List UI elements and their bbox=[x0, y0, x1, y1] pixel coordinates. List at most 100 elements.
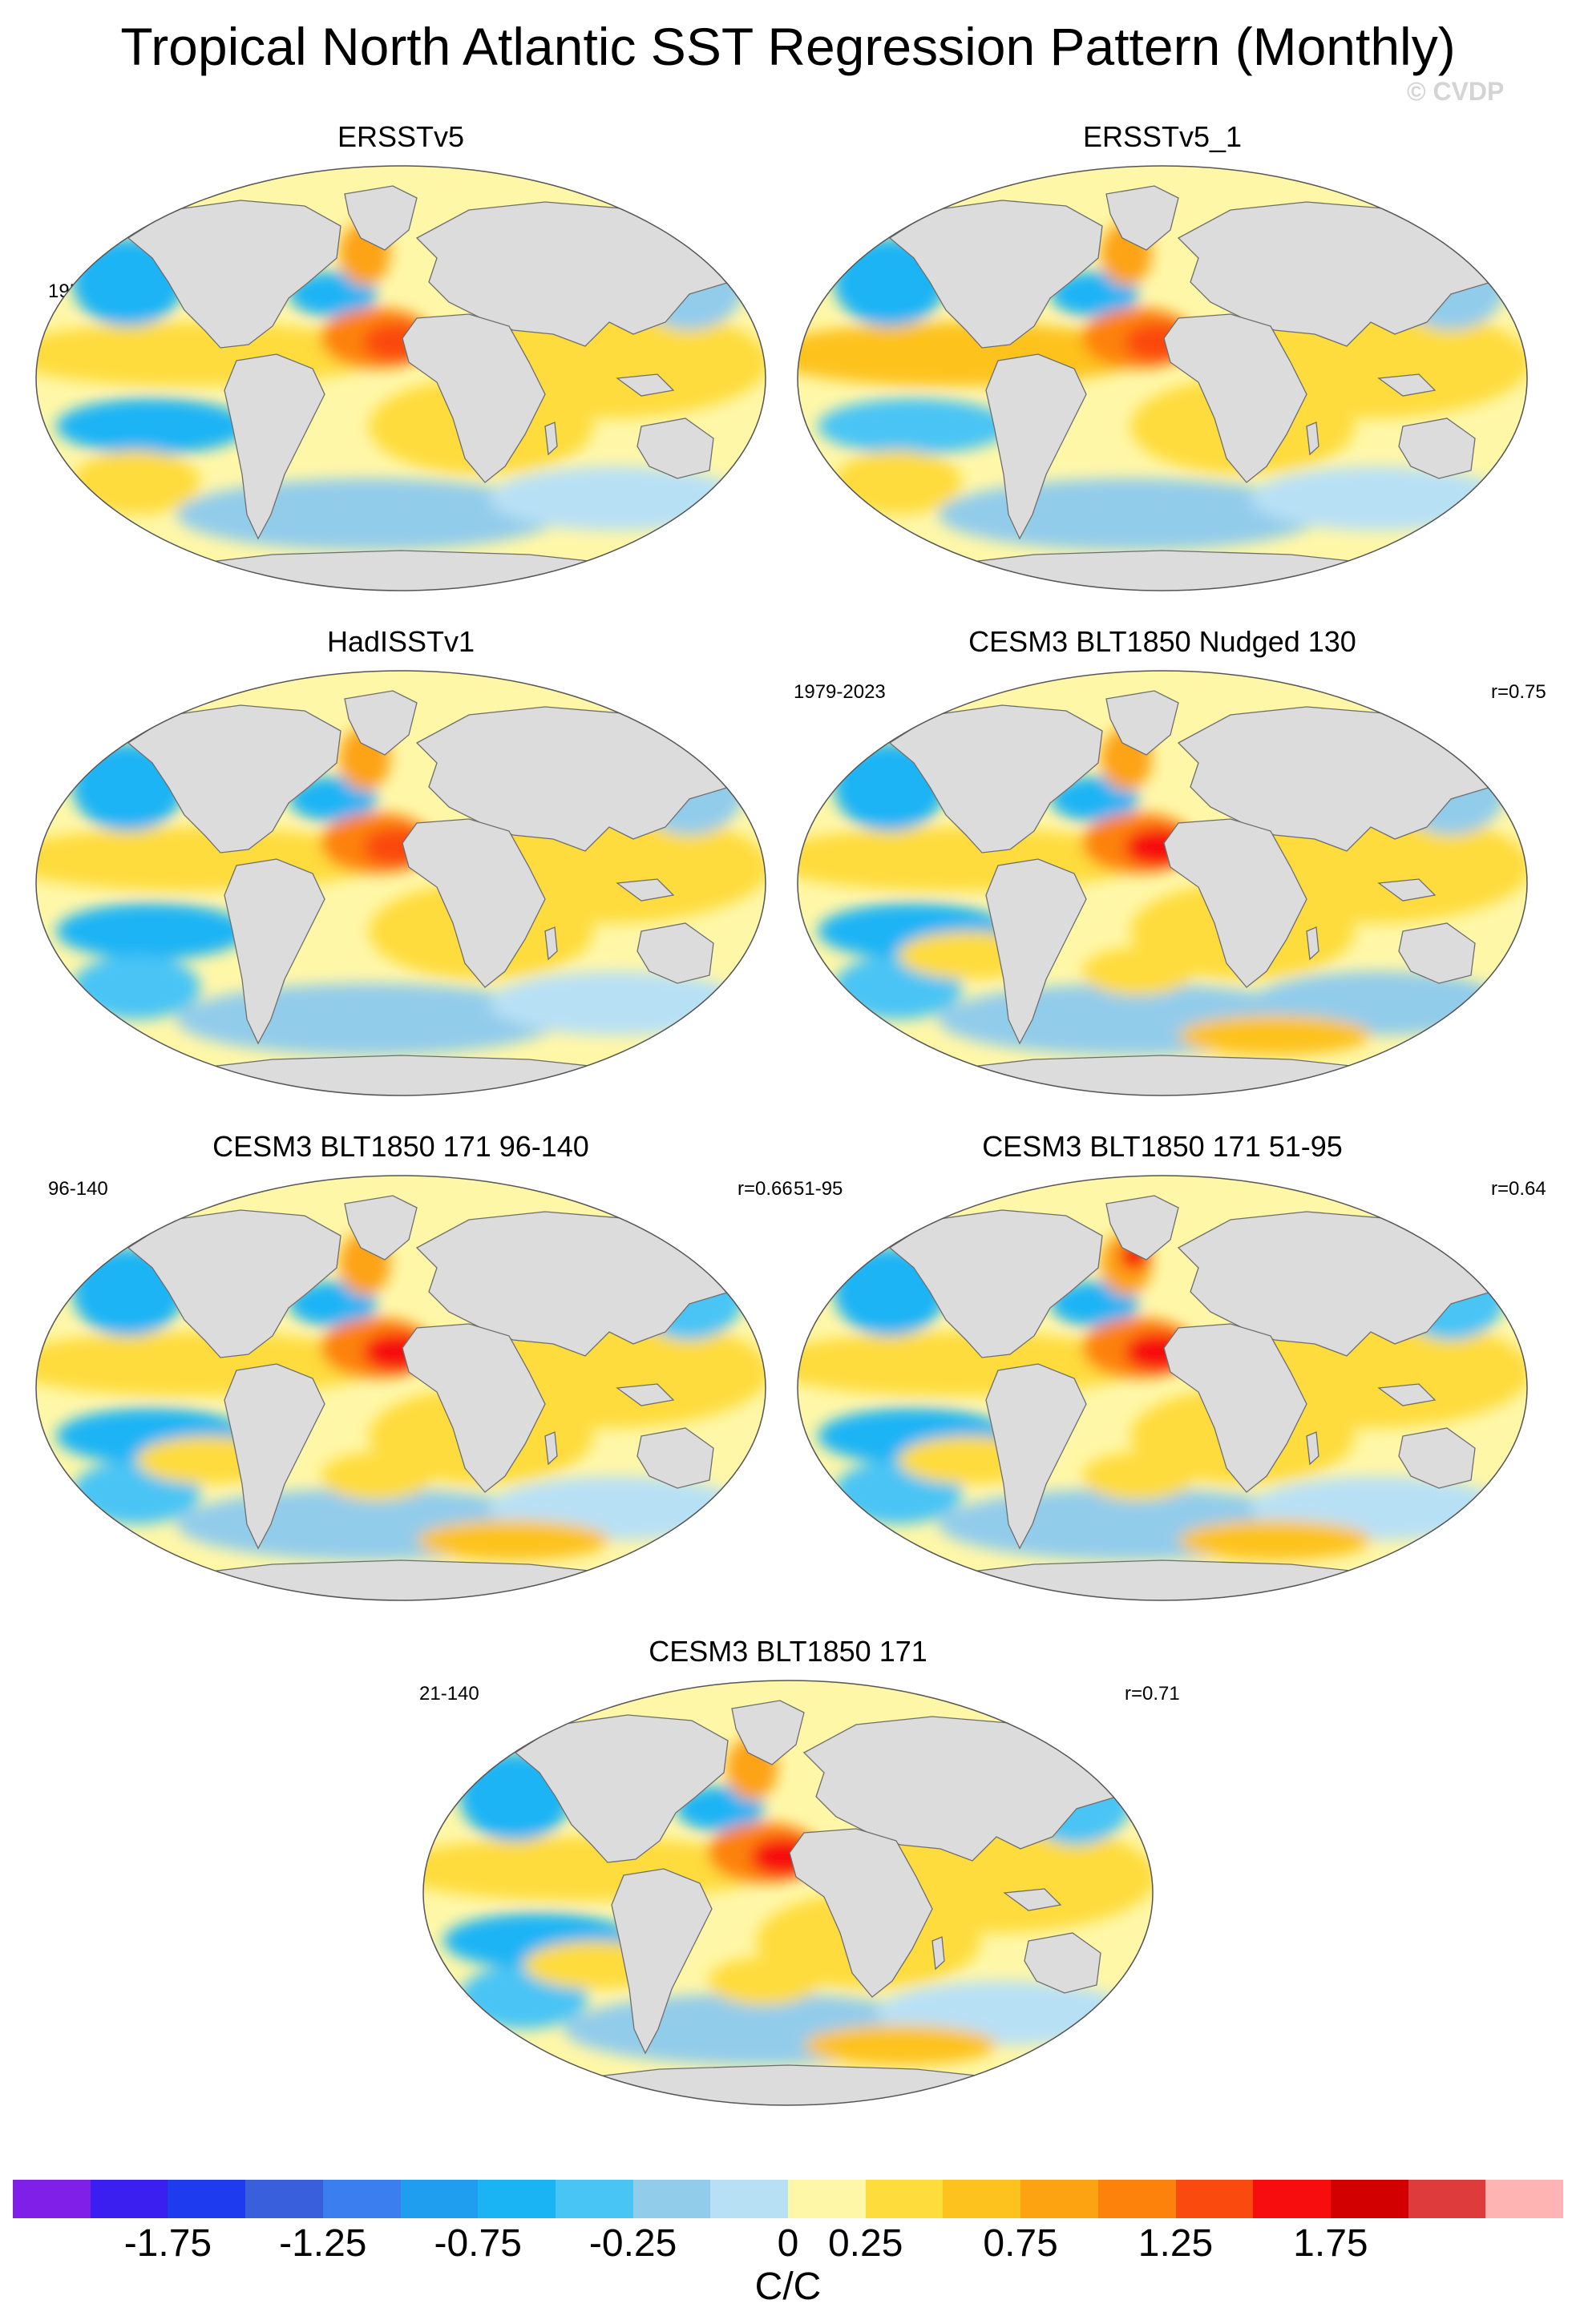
land-indonesia bbox=[1377, 373, 1437, 397]
colorbar-cell bbox=[1330, 2180, 1409, 2218]
land-northAmerica bbox=[127, 200, 341, 349]
colorbar-tick-label: 0 bbox=[777, 2222, 799, 2265]
colorbar-tick-label: -1.75 bbox=[123, 2222, 212, 2265]
map-outline bbox=[422, 1680, 1154, 2106]
colorbar-cell bbox=[400, 2180, 479, 2218]
land-indonesia bbox=[616, 1383, 675, 1406]
panel-title: CESM3 BLT1850 171 96-140 bbox=[212, 1130, 589, 1163]
page-title: Tropical North Atlantic SST Regression P… bbox=[120, 17, 1456, 76]
panel-title: CESM3 BLT1850 171 bbox=[649, 1635, 927, 1668]
land-africa bbox=[1163, 818, 1307, 988]
land-africa bbox=[1163, 313, 1307, 483]
colorbar-cell bbox=[478, 2180, 556, 2218]
correlation-label: r=0.71 bbox=[1125, 1683, 1180, 1705]
period-label: 51-95 bbox=[794, 1178, 843, 1200]
land-southAmerica bbox=[224, 858, 325, 1045]
map-panel: CESM3 BLT1850 171 21-140 r=0.71 bbox=[419, 1635, 1180, 2106]
map-panel: HadISSTv1 bbox=[32, 625, 770, 1096]
cvdp-credit: © CVDP bbox=[1407, 77, 1505, 106]
map-panel: ERSSTv5_1 bbox=[794, 120, 1531, 591]
land-madagascar bbox=[1306, 1431, 1319, 1466]
land-africa bbox=[1163, 1323, 1307, 1493]
model-south-warm bbox=[1082, 947, 1194, 995]
map-panel: CESM3 BLT1850 Nudged 130 1979-2023 r=0.75 bbox=[794, 625, 1546, 1096]
colorbar-cell bbox=[1408, 2180, 1486, 2218]
world-map bbox=[797, 1175, 1528, 1601]
colorbar-cell bbox=[788, 2180, 867, 2218]
land-greenland bbox=[1105, 1195, 1179, 1261]
colorbar-tick-label: 1.75 bbox=[1293, 2222, 1368, 2265]
map-outline bbox=[35, 670, 766, 1096]
map-panel: CESM3 BLT1850 171 96-140 96-140 r=0.66 bbox=[32, 1130, 793, 1601]
land-greenland bbox=[1105, 185, 1179, 251]
colorbar-cell bbox=[943, 2180, 1021, 2218]
land-southAmerica bbox=[985, 1363, 1087, 1550]
period-label: 21-140 bbox=[419, 1683, 479, 1705]
panel-title: CESM3 BLT1850 171 51-95 bbox=[982, 1130, 1343, 1163]
map-panel: ERSSTv51950-2024 bbox=[32, 120, 770, 591]
period-label: 1979-2023 bbox=[794, 681, 886, 703]
panel-title: CESM3 BLT1850 Nudged 130 bbox=[968, 625, 1356, 658]
correlation-label: r=0.66 bbox=[737, 1178, 793, 1200]
land-indonesia bbox=[1377, 878, 1437, 902]
land-northAmerica bbox=[888, 704, 1103, 853]
map-panel: CESM3 BLT1850 171 51-95 51-95 r=0.64 bbox=[794, 1130, 1546, 1601]
model-southern-warm bbox=[417, 1520, 609, 1560]
indian-southern-cool bbox=[489, 466, 746, 531]
colorbar-cell bbox=[1253, 2180, 1332, 2218]
colorbar-cell bbox=[710, 2180, 789, 2218]
world-map bbox=[797, 165, 1528, 591]
land-australia bbox=[1024, 1932, 1101, 1994]
world-map bbox=[422, 1680, 1154, 2106]
map-outline bbox=[797, 165, 1528, 591]
land-indonesia bbox=[616, 878, 675, 902]
model-south-warm bbox=[708, 1957, 820, 2005]
colorbar-cell bbox=[168, 2180, 246, 2218]
colorbar-cell bbox=[1485, 2180, 1564, 2218]
colorbar-tick-label: 0.25 bbox=[827, 2222, 903, 2265]
colorbar-tick-label: -0.25 bbox=[588, 2222, 677, 2265]
world-map bbox=[35, 1175, 766, 1601]
map-outline bbox=[35, 165, 766, 591]
south-pacific-cold bbox=[818, 398, 1010, 454]
land-greenland bbox=[731, 1700, 805, 1765]
land-australia bbox=[636, 922, 714, 984]
indian-southern-cool bbox=[489, 971, 746, 1035]
model-southern-warm bbox=[1178, 1015, 1371, 1055]
land-northAmerica bbox=[888, 1209, 1103, 1358]
land-australia bbox=[636, 418, 714, 479]
colorbar-tick-label: -0.75 bbox=[434, 2222, 522, 2265]
colorbar-cell bbox=[90, 2180, 168, 2218]
south-pacific-cold bbox=[56, 398, 249, 454]
correlation-label: r=0.75 bbox=[1491, 681, 1546, 703]
panel-title: HadISSTv1 bbox=[326, 625, 475, 658]
land-indonesia bbox=[1377, 1383, 1437, 1406]
colorbar-cell bbox=[632, 2180, 711, 2218]
colorbar-tick-label: 0.75 bbox=[983, 2222, 1058, 2265]
land-indonesia bbox=[1003, 1888, 1062, 1911]
panel-title: ERSSTv5_1 bbox=[1082, 120, 1243, 153]
colorbar-cell bbox=[1020, 2180, 1099, 2218]
correlation-label: r=0.64 bbox=[1491, 1178, 1546, 1200]
land-southAmerica bbox=[611, 1868, 713, 2055]
land-madagascar bbox=[544, 926, 558, 961]
colorbar-cell bbox=[1175, 2180, 1254, 2218]
land-africa bbox=[402, 1323, 546, 1493]
model-southern-warm bbox=[1178, 1520, 1371, 1560]
colorbar-cell bbox=[1097, 2180, 1176, 2218]
land-greenland bbox=[344, 185, 418, 251]
world-map bbox=[35, 670, 766, 1096]
world-map bbox=[35, 165, 766, 591]
map-outline bbox=[797, 1175, 1528, 1601]
land-madagascar bbox=[544, 422, 558, 456]
colorbar-unit: C/C bbox=[754, 2265, 822, 2308]
world-map bbox=[797, 670, 1528, 1096]
indian-southern-cool bbox=[1251, 466, 1507, 531]
colorbar-cell bbox=[555, 2180, 634, 2218]
land-southAmerica bbox=[985, 353, 1087, 540]
land-africa bbox=[402, 313, 546, 483]
colorbar-cell bbox=[865, 2180, 944, 2218]
land-greenland bbox=[1105, 690, 1179, 756]
model-south-warm bbox=[321, 1452, 433, 1500]
model-southern-warm bbox=[804, 2025, 996, 2065]
